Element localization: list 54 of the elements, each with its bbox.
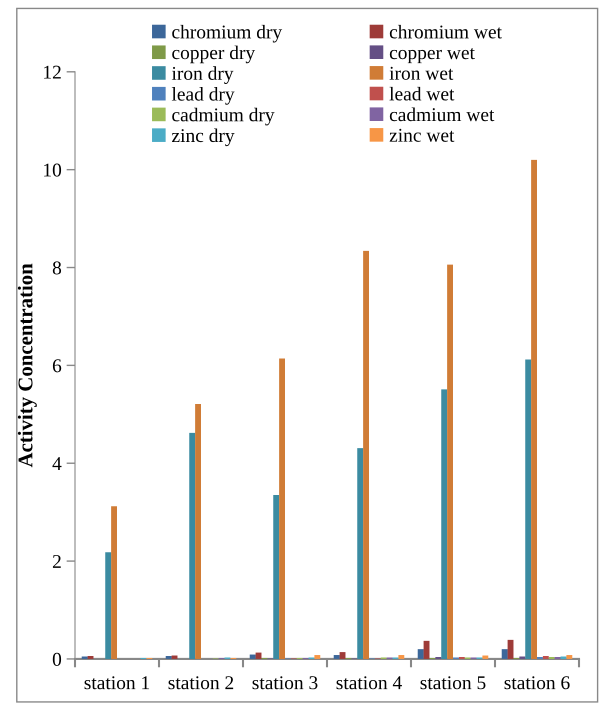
bar [279,358,285,659]
y-tick-label: 6 [52,359,62,372]
legend-label: chromium dry [172,24,282,43]
bar [363,250,369,659]
legend-label: cadmium wet [390,108,494,122]
bar [314,655,320,659]
y-tick-label: 2 [52,554,61,568]
bar [418,649,424,659]
bar [542,656,549,659]
x-tick-label: station 6 [504,676,570,690]
bar [166,656,172,659]
legend-label: zinc wet [390,128,454,142]
x-tick-label: station 5 [420,676,486,690]
bar [424,640,430,659]
legend-label: zinc dry [172,128,235,146]
bar [502,649,508,659]
legend-label: lead wet [390,86,454,101]
bar [566,655,572,659]
legend-label: copper wet [390,48,475,64]
y-tick-label: 8 [52,261,62,274]
bar [88,656,94,659]
bar [111,506,117,659]
y-tick-label: 4 [52,457,62,470]
bar [398,655,404,659]
bar [334,655,340,659]
legend-label: copper dry [172,46,256,64]
legend-label: chromium wet [390,24,502,39]
x-tick-label: station 2 [168,676,234,690]
bar [531,160,537,659]
bar [256,652,262,659]
x-tick-label: station 4 [336,676,402,690]
bar [340,652,346,659]
x-tick-label: station 1 [84,676,150,690]
bar [525,360,532,659]
bar [508,640,514,659]
y-axis-title: Activity Concentration [18,264,37,468]
bar [357,448,364,659]
bar [482,656,488,659]
bar [441,389,448,659]
bar [105,552,112,659]
legend-label: lead dry [172,87,235,105]
x-tick-label: station 3 [252,676,318,690]
bar [273,495,280,659]
y-tick-label: 12 [44,66,61,79]
legend-label: iron wet [390,66,454,80]
bar [195,404,201,659]
legend-label: cadmium dry [172,108,275,126]
bar [172,656,178,659]
y-tick-label: 0 [52,652,62,666]
y-tick-label: 10 [44,163,62,177]
legend-label: iron dry [172,66,234,84]
bar [189,432,196,659]
bar [447,264,453,659]
bar [250,654,256,659]
